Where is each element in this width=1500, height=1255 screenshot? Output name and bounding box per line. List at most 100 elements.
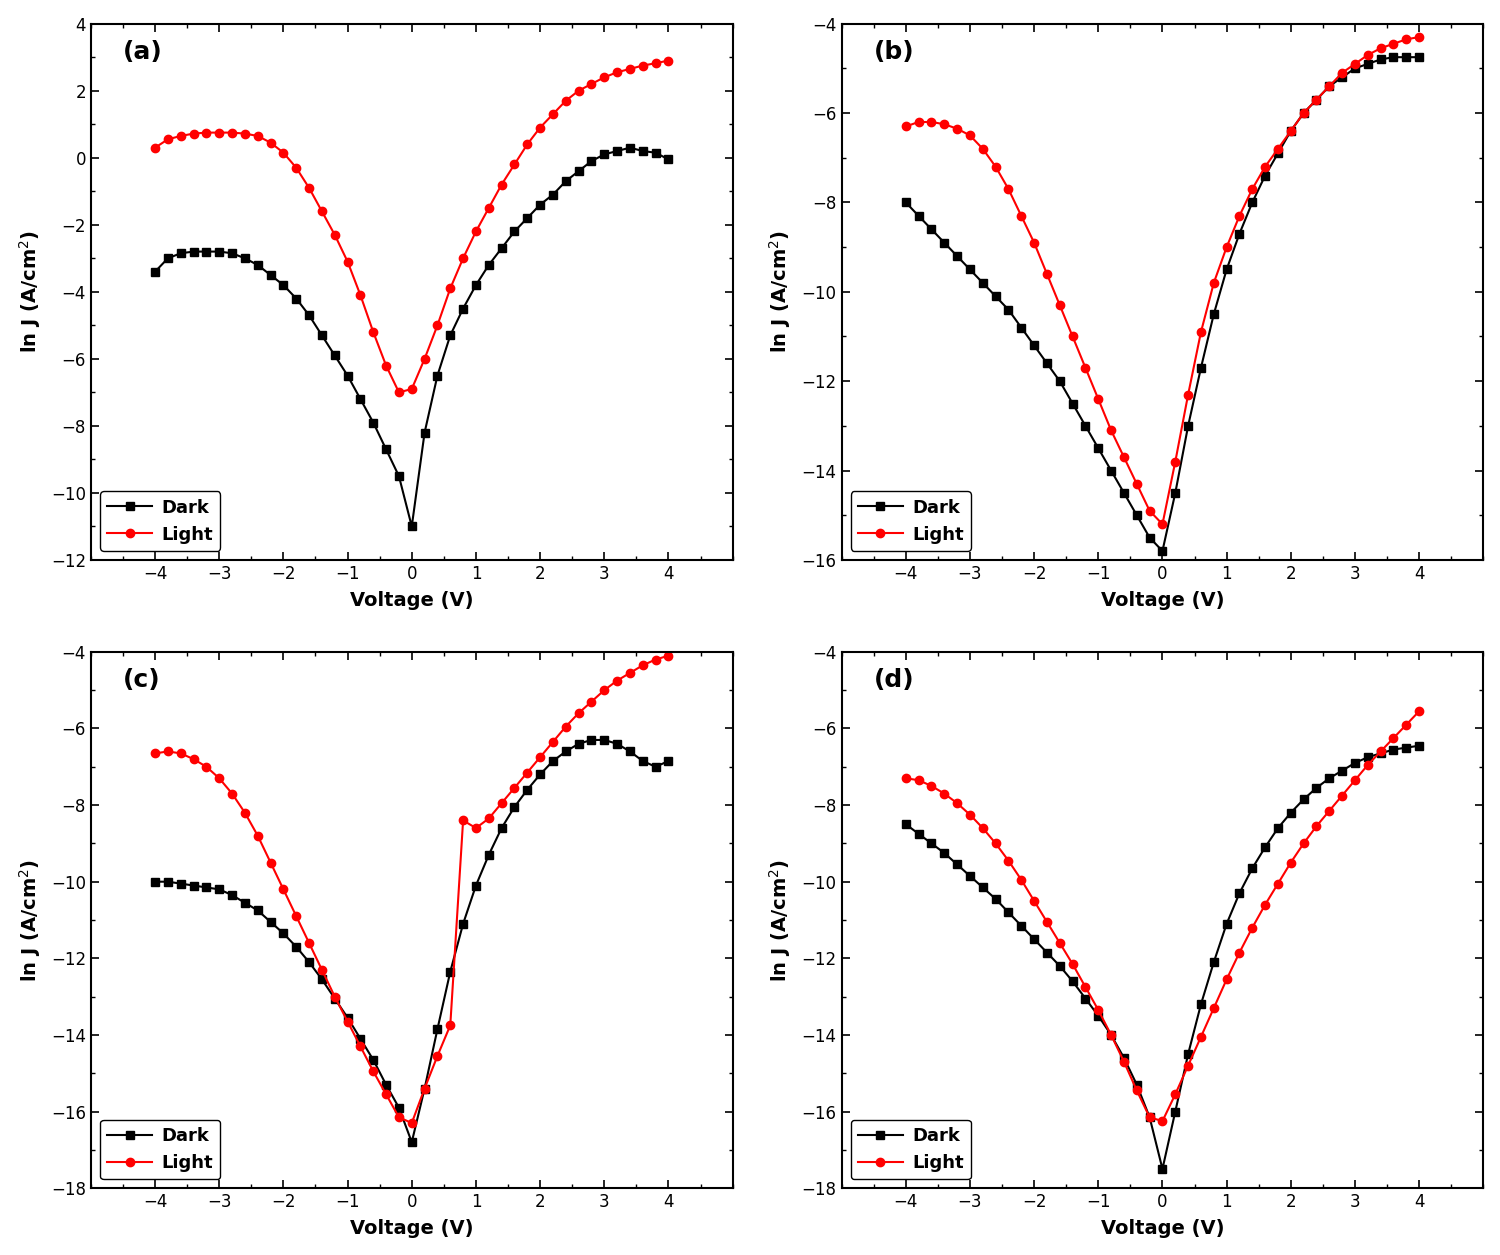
- Light: [936, 786, 954, 801]
- Dark: [1140, 1109, 1158, 1124]
- Dark: [1398, 740, 1416, 756]
- Dark: [224, 887, 242, 902]
- Line: Light: Light: [902, 707, 1424, 1126]
- Dark: [261, 915, 279, 930]
- Dark: [974, 880, 992, 895]
- Text: (b): (b): [873, 40, 915, 64]
- Dark: [236, 251, 254, 266]
- Light: [999, 182, 1017, 197]
- Dark: [987, 289, 1005, 304]
- Dark: [556, 744, 574, 759]
- Light: [1410, 30, 1428, 45]
- Dark: [1230, 886, 1248, 901]
- Dark: [519, 211, 537, 226]
- Dark: [1320, 79, 1338, 94]
- Dark: [1398, 50, 1416, 65]
- Dark: [364, 1052, 382, 1067]
- Light: [897, 119, 915, 134]
- Dark: [1038, 355, 1056, 370]
- Light: [621, 665, 639, 680]
- Dark: [519, 782, 537, 797]
- Dark: [1114, 486, 1132, 501]
- Light: [274, 882, 292, 897]
- Dark: [570, 163, 588, 178]
- Light: [608, 673, 625, 688]
- Dark: [1384, 742, 1402, 757]
- Dark: [1089, 1008, 1107, 1023]
- Light: [1269, 876, 1287, 891]
- Light: [1294, 836, 1312, 851]
- Dark: [351, 1032, 369, 1047]
- Light: [582, 77, 600, 92]
- Light: [1256, 897, 1274, 912]
- Dark: [286, 291, 304, 306]
- Dark: [326, 348, 344, 363]
- Dark: [999, 302, 1017, 318]
- Dark: [909, 208, 927, 223]
- Dark: [1102, 1028, 1120, 1043]
- Dark: [596, 733, 613, 748]
- Dark: [608, 143, 625, 158]
- Light: [974, 821, 992, 836]
- Dark: [1140, 530, 1158, 545]
- Light: [897, 771, 915, 786]
- Light: [1282, 123, 1300, 138]
- Dark: [621, 141, 639, 156]
- Light: [236, 806, 254, 821]
- Light: [1334, 788, 1352, 803]
- Light: [198, 126, 216, 141]
- Dark: [286, 939, 304, 954]
- X-axis label: Voltage (V): Voltage (V): [1101, 1220, 1224, 1239]
- Dark: [1346, 756, 1364, 771]
- Dark: [1154, 543, 1172, 558]
- Dark: [326, 991, 344, 1007]
- Dark: [1410, 738, 1428, 753]
- Light: [1244, 920, 1262, 935]
- Light: [1384, 730, 1402, 745]
- X-axis label: Voltage (V): Voltage (V): [350, 1220, 474, 1239]
- Dark: [646, 146, 664, 161]
- Dark: [492, 821, 510, 836]
- Light: [286, 161, 304, 176]
- Light: [1038, 266, 1056, 281]
- Light: [300, 935, 318, 950]
- Light: [962, 128, 980, 143]
- Light: [1244, 182, 1262, 197]
- Light: [1024, 235, 1042, 250]
- Light: [441, 281, 459, 296]
- Light: [570, 705, 588, 720]
- Dark: [184, 878, 202, 894]
- Light: [1282, 855, 1300, 870]
- Light: [974, 142, 992, 157]
- Dark: [1334, 70, 1352, 85]
- Dark: [198, 243, 216, 259]
- Dark: [146, 875, 164, 890]
- Dark: [466, 878, 484, 894]
- Dark: [1179, 418, 1197, 433]
- Light: [1024, 894, 1042, 909]
- Light: [531, 120, 549, 136]
- Dark: [1308, 92, 1326, 107]
- Light: [1359, 48, 1377, 63]
- Dark: [1359, 56, 1377, 72]
- Dark: [1102, 463, 1120, 478]
- Light: [1359, 757, 1377, 772]
- Dark: [159, 875, 177, 890]
- Dark: [261, 267, 279, 282]
- Light: [1128, 1083, 1146, 1098]
- Light: [364, 1064, 382, 1079]
- Dark: [582, 733, 600, 748]
- Light: [466, 223, 484, 238]
- Dark: [1346, 60, 1364, 75]
- Dark: [962, 262, 980, 277]
- Light: [314, 203, 332, 218]
- Dark: [999, 905, 1017, 920]
- Dark: [1410, 50, 1428, 65]
- Light: [210, 126, 228, 141]
- Light: [314, 963, 332, 978]
- Light: [1154, 1113, 1172, 1128]
- Dark: [1371, 51, 1389, 67]
- Text: (a): (a): [123, 40, 162, 64]
- Dark: [897, 817, 915, 832]
- Legend: Dark, Light: Dark, Light: [850, 492, 970, 551]
